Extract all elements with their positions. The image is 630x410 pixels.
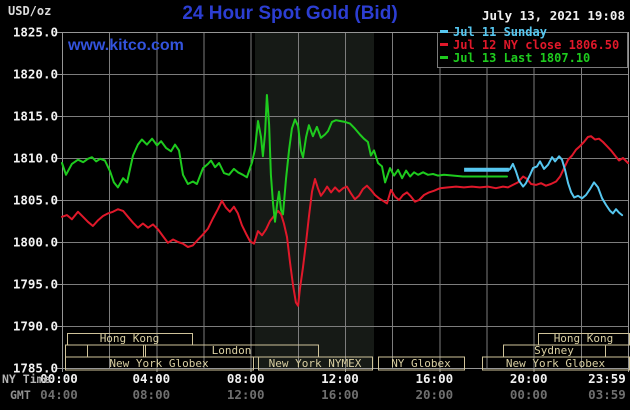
- y-axis-unit-label: USD/oz: [8, 4, 52, 18]
- y-tick-label: 1800.0: [13, 235, 58, 250]
- x-tick-label-gmt: 00:00: [510, 387, 548, 402]
- y-tick-label: 1815.0: [13, 109, 58, 124]
- session-label: New York Globex: [506, 357, 606, 370]
- x-tick-label-ny: 08:00: [227, 371, 265, 386]
- legend-item-jul13: Jul 13 Last 1807.10: [440, 52, 619, 65]
- session-label: London: [212, 344, 252, 357]
- x-tick-label-gmt: 03:59: [588, 387, 626, 402]
- x-tick-label-gmt: 08:00: [133, 387, 171, 402]
- x-tick-label-ny: 04:00: [133, 371, 171, 386]
- jul12-line-swatch: [440, 43, 448, 46]
- series-line-jul12: [61, 135, 629, 307]
- x-tick-label-gmt: 16:00: [321, 387, 359, 402]
- y-tick-label: 1810.0: [13, 151, 58, 166]
- session-label: New York NYMEX: [269, 357, 362, 370]
- y-tick-label: 1805.0: [13, 193, 58, 208]
- legend-item-jul11: Jul 11 Sunday: [440, 26, 619, 39]
- x-tick-label-ny: 23:59: [588, 371, 626, 386]
- series-line-jul13: [61, 94, 508, 223]
- jul13-line-swatch: [440, 56, 448, 59]
- session-box: [65, 356, 254, 371]
- y-tick-label: 1820.0: [13, 67, 58, 82]
- x-tick-label-ny: 00:00: [40, 371, 78, 386]
- y-tick-label: 1795.0: [13, 277, 58, 292]
- chart-title: 24 Hour Spot Gold (Bid): [182, 3, 398, 24]
- session-box: [258, 356, 373, 371]
- x-tick-label-gmt: 20:00: [416, 387, 454, 402]
- x-tick-label-ny: 12:00: [321, 371, 359, 386]
- legend-label-jul12: Jul 12 NY close 1806.50: [453, 38, 620, 52]
- series-line-jul11: [507, 155, 624, 217]
- x-tick-label-ny: 20:00: [510, 371, 548, 386]
- kitco-watermark: www.kitco.com: [68, 37, 184, 54]
- session-label: New York Globex: [109, 357, 209, 370]
- legend-item-jul12: Jul 12 NY close 1806.50: [440, 39, 619, 52]
- gmt-axis-label: GMT: [10, 388, 31, 402]
- y-tick-label: 1825.0: [13, 25, 58, 40]
- x-tick-label-gmt: 12:00: [227, 387, 265, 402]
- y-tick-label: 1785.0: [13, 361, 58, 376]
- session-box: [87, 344, 144, 358]
- y-tick-label: 1790.0: [13, 319, 58, 334]
- jul11-line-swatch: [440, 30, 448, 33]
- session-box: [378, 356, 465, 371]
- session-label: Sydney: [534, 344, 574, 357]
- legend-label-jul11: Jul 11 Sunday: [453, 25, 547, 39]
- session-label: Hong Kong: [554, 332, 614, 345]
- legend-label-jul13: Jul 13 Last 1807.10: [453, 51, 591, 65]
- legend-box: [437, 32, 628, 68]
- session-label: NY Globex: [391, 357, 451, 370]
- x-tick-label-ny: 16:00: [416, 371, 454, 386]
- session-box: [65, 344, 88, 358]
- session-label: Hong Kong: [100, 332, 160, 345]
- timestamp: July 13, 2021 19:08: [482, 8, 625, 23]
- legend: Jul 11 Sunday Jul 12 NY close 1806.50 Ju…: [440, 26, 619, 65]
- ny-time-axis-label: NY Time: [2, 372, 51, 386]
- x-tick-label-gmt: 04:00: [40, 387, 78, 402]
